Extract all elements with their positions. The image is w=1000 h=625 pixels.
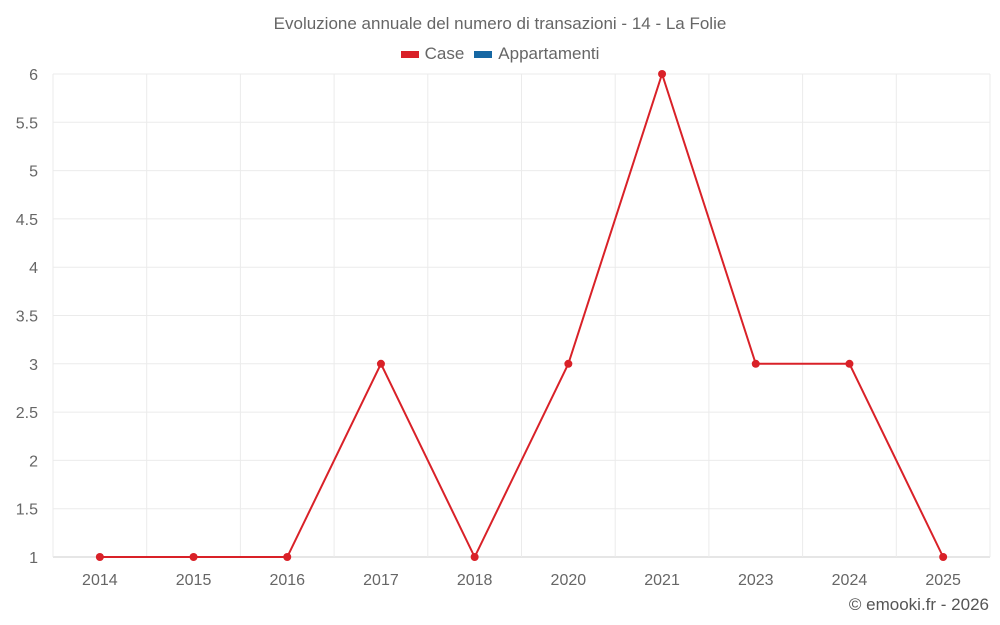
y-tick-label: 5 <box>29 164 38 181</box>
legend-swatch-case <box>400 50 419 58</box>
legend-swatch-appartamenti <box>474 50 493 58</box>
x-tick-label: 2021 <box>644 572 680 589</box>
data-point <box>939 553 948 561</box>
x-tick-label: 2016 <box>269 572 305 589</box>
legend: Case Appartamenti <box>0 44 1000 64</box>
x-tick-label: 2018 <box>457 572 493 589</box>
y-tick-label: 2 <box>29 453 38 470</box>
x-tick-label: 2024 <box>832 572 868 589</box>
y-tick-label: 6 <box>29 67 38 84</box>
data-point <box>845 359 854 368</box>
data-point <box>95 553 104 561</box>
y-tick-label: 1 <box>29 550 38 567</box>
y-tick-label: 3 <box>29 357 38 374</box>
y-tick-label: 4.5 <box>16 212 38 229</box>
y-tick-label: 2.5 <box>16 405 38 422</box>
data-point <box>751 359 760 368</box>
x-tick-label: 2014 <box>82 572 118 589</box>
y-tick-label: 3.5 <box>16 309 38 326</box>
data-point <box>376 359 385 368</box>
chart-title: Evoluzione annuale del numero di transaz… <box>273 14 727 33</box>
x-tick-label: 2017 <box>363 572 399 589</box>
x-tick-label: 2020 <box>551 572 587 589</box>
series-line-case <box>99 70 945 560</box>
legend-item-case[interactable]: Case <box>400 44 465 64</box>
y-tick-label: 4 <box>29 260 38 277</box>
legend-item-appartamenti[interactable]: Appartamenti <box>474 44 599 64</box>
legend-label-appartamenti: Appartamenti <box>498 44 600 63</box>
data-point <box>470 553 479 561</box>
x-tick-label: 2025 <box>925 572 961 589</box>
y-tick-label: 1.5 <box>16 502 38 519</box>
x-tick-label: 2015 <box>176 572 212 589</box>
data-point <box>189 553 198 561</box>
x-tick-label: 2023 <box>738 572 774 589</box>
y-tick-label: 5.5 <box>16 115 38 132</box>
data-point <box>283 553 292 561</box>
data-point <box>658 70 667 78</box>
legend-label-case: Case <box>424 44 465 63</box>
copyright-credit: © emooki.fr - 2026 <box>848 595 989 614</box>
data-point <box>564 359 573 368</box>
